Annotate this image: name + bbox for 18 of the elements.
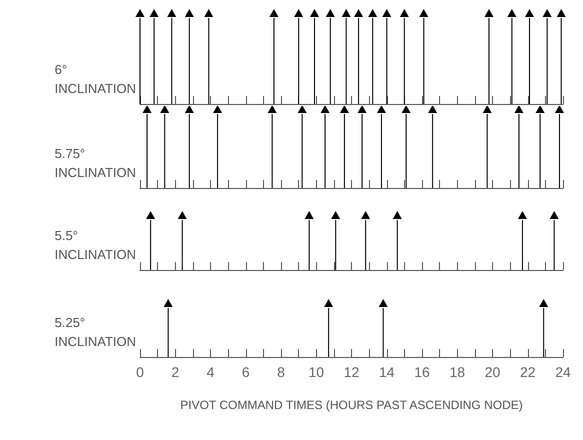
x-tick-label: 16 <box>414 364 430 380</box>
x-tick-label: 8 <box>277 364 286 380</box>
y-axis-title: 5.25° INCLINATION <box>54 315 136 349</box>
y-axis-title: 5.75° INCLINATION <box>54 146 136 180</box>
x-tick-label: 18 <box>449 364 466 380</box>
x-tick-label: 20 <box>484 364 500 380</box>
x-tick-label: 2 <box>171 364 180 380</box>
x-tick-label: 24 <box>555 364 571 380</box>
x-tick-label: 12 <box>344 364 360 380</box>
y-axis-title: 6° INCLINATION <box>54 62 136 96</box>
y-axis-title: 5.5° INCLINATION <box>54 228 136 262</box>
x-tick-label: 10 <box>308 364 324 380</box>
x-tick-label: 14 <box>378 364 395 380</box>
x-axis-title: PIVOT COMMAND TIMES (HOURS PAST ASCENDING NODE) <box>180 398 523 412</box>
x-tick-label: 22 <box>520 364 536 380</box>
x-tick-label: 0 <box>136 364 144 380</box>
x-tick-label: 4 <box>206 364 215 380</box>
x-tick-label: 6 <box>242 364 250 380</box>
